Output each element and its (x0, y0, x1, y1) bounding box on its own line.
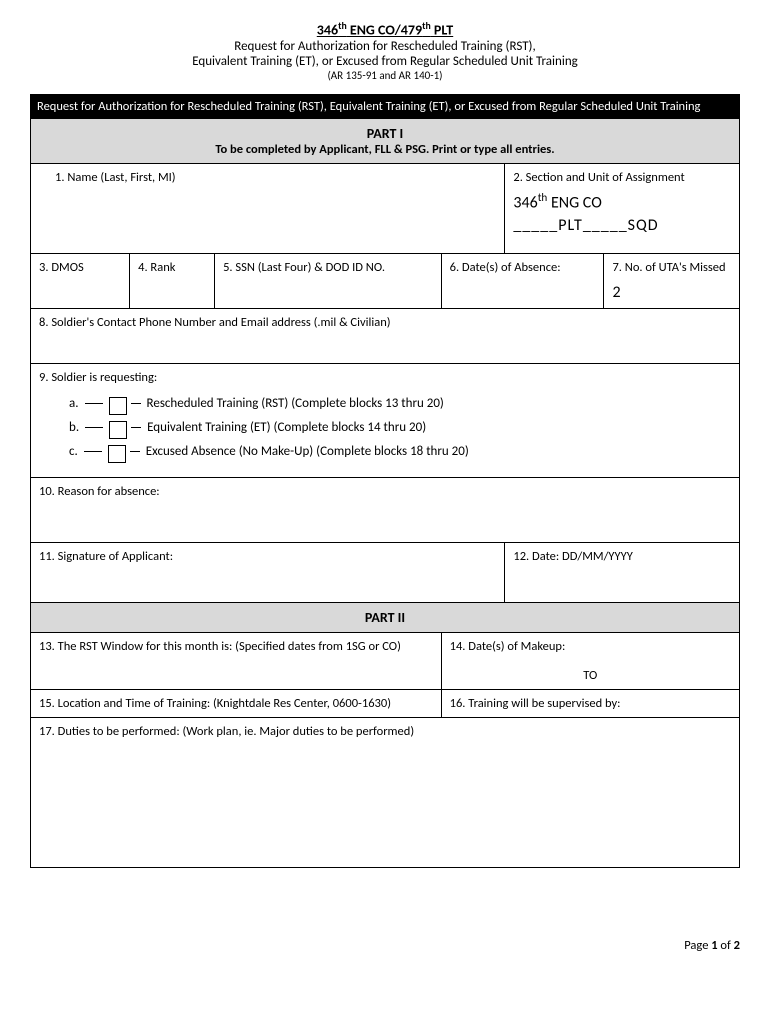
field-ssn-dodid[interactable]: 5. SSN (Last Four) & DOD ID NO. (215, 254, 442, 308)
form-header: 346th ENG CO/479th PLT Request for Autho… (30, 20, 740, 82)
field-uta-value: 2 (612, 283, 731, 302)
field-plt-sqd-blank[interactable]: _____PLT_____SQD (513, 216, 731, 235)
form-title-bar: Request for Authorization for Reschedule… (31, 95, 739, 118)
option-letter-c: c. (69, 444, 78, 459)
checkbox-et[interactable] (109, 421, 127, 439)
field-reason[interactable]: 10. Reason for absence: (31, 478, 739, 542)
row-contact: 8. Soldier's Contact Phone Number and Em… (31, 308, 739, 363)
field-contact[interactable]: 8. Soldier's Contact Phone Number and Em… (31, 309, 739, 363)
row-duties: 17. Duties to be performed: (Work plan, … (31, 717, 739, 867)
part2-header: PART II (31, 602, 739, 632)
field-makeup-to: TO (450, 668, 731, 683)
header-reference: (AR 135-91 and AR 140-1) (30, 69, 740, 82)
row-reason: 10. Reason for absence: (31, 477, 739, 542)
part1-subtitle: To be completed by Applicant, FLL & PSG.… (35, 142, 735, 157)
field-signature[interactable]: 11. Signature of Applicant: (31, 543, 505, 602)
page-footer: Page 1 of 2 (30, 938, 740, 953)
requesting-options: a. Rescheduled Training (RST) (Complete … (31, 385, 739, 477)
option-rst: a. Rescheduled Training (RST) (Complete … (69, 395, 731, 413)
option-excused-label: Excused Absence (No Make-Up) (Complete b… (146, 444, 469, 459)
field-dmos[interactable]: 3. DMOS (31, 254, 130, 308)
row-name-unit: 1. Name (Last, First, MI) 2. Section and… (31, 163, 739, 253)
field-rank[interactable]: 4. Rank (130, 254, 215, 308)
field-uta-label: 7. No. of UTA's Missed (612, 260, 731, 275)
field-uta-missed[interactable]: 7. No. of UTA's Missed 2 (604, 254, 739, 308)
option-letter-a: a. (69, 396, 79, 411)
part2-title: PART II (37, 609, 733, 626)
field-date[interactable]: 12. Date: DD/MM/YYYY (505, 543, 739, 602)
header-title: 346th ENG CO/479th PLT (30, 20, 740, 39)
part1-title: PART I (35, 125, 735, 142)
field-location-time[interactable]: 15. Location and Time of Training: (Knig… (31, 690, 442, 717)
option-excused: c. Excused Absence (No Make-Up) (Complet… (69, 443, 731, 461)
field-supervised-by[interactable]: 16. Training will be supervised by: (442, 690, 739, 717)
form-container: Request for Authorization for Reschedule… (30, 94, 740, 868)
row-location-supervisor: 15. Location and Time of Training: (Knig… (31, 689, 739, 717)
row-requesting: 9. Soldier is requesting: a. Rescheduled… (31, 363, 739, 477)
option-letter-b: b. (69, 420, 79, 435)
option-rst-label: Rescheduled Training (RST) (Complete blo… (147, 396, 444, 411)
checkbox-rst[interactable] (109, 397, 127, 415)
part1-header: PART I To be completed by Applicant, FLL… (31, 118, 739, 163)
row-dmos-rank: 3. DMOS 4. Rank 5. SSN (Last Four) & DOD… (31, 253, 739, 308)
option-et-label: Equivalent Training (ET) (Complete block… (147, 420, 426, 435)
header-line-2: Equivalent Training (ET), or Excused fro… (30, 54, 740, 69)
row-signature: 11. Signature of Applicant: 12. Date: DD… (31, 542, 739, 602)
option-et: b. Equivalent Training (ET) (Complete bl… (69, 419, 731, 437)
field-makeup-dates[interactable]: 14. Date(s) of Makeup: TO (442, 633, 739, 689)
field-name[interactable]: 1. Name (Last, First, MI) (31, 164, 505, 253)
field-requesting-label: 9. Soldier is requesting: (31, 364, 739, 385)
field-rst-window[interactable]: 13. The RST Window for this month is: (S… (31, 633, 442, 689)
field-makeup-label: 14. Date(s) of Makeup: (450, 639, 731, 654)
field-duties[interactable]: 17. Duties to be performed: (Work plan, … (31, 718, 739, 867)
field-unit-value: 346th ENG CO (513, 191, 731, 212)
row-rst-window: 13. The RST Window for this month is: (S… (31, 632, 739, 689)
field-dates-absence[interactable]: 6. Date(s) of Absence: (442, 254, 605, 308)
checkbox-excused[interactable] (108, 445, 126, 463)
field-section-unit[interactable]: 2. Section and Unit of Assignment 346th … (505, 164, 739, 253)
field-section-unit-label: 2. Section and Unit of Assignment (513, 170, 731, 185)
header-line-1: Request for Authorization for Reschedule… (30, 39, 740, 54)
